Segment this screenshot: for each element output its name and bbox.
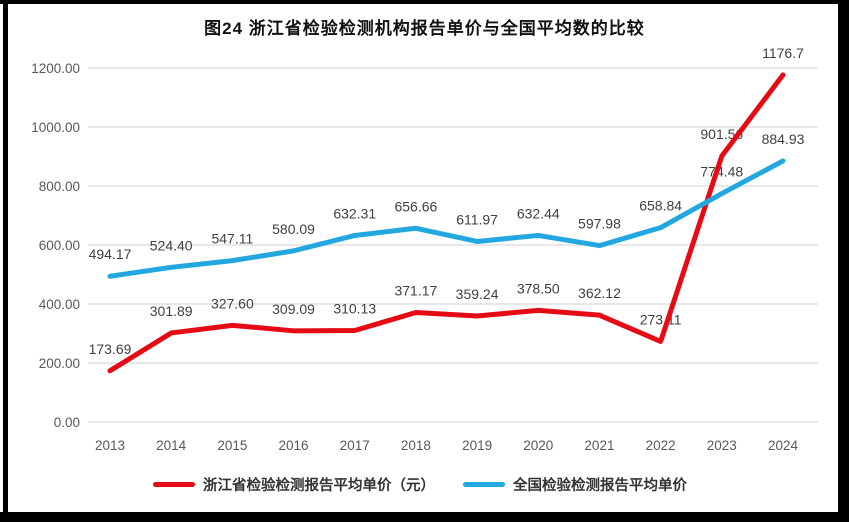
x-axis-tick-label: 2023 <box>707 438 737 453</box>
y-axis-tick-label: 1200.00 <box>31 61 80 76</box>
y-axis-tick-label: 1000.00 <box>31 120 80 135</box>
legend-line-swatch-red <box>153 482 195 487</box>
data-label-series-1: 632.44 <box>517 205 560 221</box>
chart-legend: 浙江省检验检测报告平均单价（元） 全国检验检测报告平均单价 <box>0 474 840 495</box>
x-axis-tick-label: 2024 <box>768 438 799 453</box>
data-label-series-1: 632.31 <box>333 205 376 221</box>
data-label-series-1: 494.17 <box>89 246 132 262</box>
data-label-series-1: 656.66 <box>394 198 437 214</box>
y-axis-tick-label: 600.00 <box>39 238 80 253</box>
page-border-left <box>3 0 8 522</box>
data-label-series-0: 378.50 <box>517 280 560 296</box>
page-border-right <box>838 0 849 522</box>
data-label-series-0: 173.69 <box>89 341 132 357</box>
data-label-series-1: 774.48 <box>700 164 743 180</box>
chart-title: 图24 浙江省检验检测机构报告单价与全国平均数的比较 <box>204 19 645 38</box>
y-axis-tick-label: 800.00 <box>39 179 80 194</box>
data-label-series-1: 580.09 <box>272 221 315 237</box>
page-border-bottom <box>0 512 849 522</box>
x-axis-tick-label: 2022 <box>646 438 676 453</box>
data-label-series-0: 1176.7 <box>762 45 804 61</box>
series-line-1 <box>107 158 786 279</box>
legend-label-national: 全国检验检测报告平均单价 <box>513 478 687 494</box>
data-label-series-0: 310.13 <box>333 301 376 317</box>
data-label-series-0: 362.12 <box>578 285 621 301</box>
legend-item-national: 全国检验检测报告平均单价 <box>463 474 687 495</box>
x-axis-tick-label: 2018 <box>401 438 431 453</box>
data-label-series-1: 547.11 <box>211 231 253 247</box>
data-label-series-1: 611.97 <box>456 211 498 227</box>
x-axis-tick-label: 2016 <box>279 438 309 453</box>
x-axis-tick-label: 2020 <box>523 438 553 453</box>
page-border-top <box>0 0 849 4</box>
y-axis-tick-label: 200.00 <box>39 356 80 371</box>
data-label-series-0: 309.09 <box>272 301 315 317</box>
data-label-series-0: 371.17 <box>394 283 437 299</box>
legend-label-zhejiang: 浙江省检验检测报告平均单价（元） <box>203 478 435 494</box>
data-label-series-1: 524.40 <box>150 237 193 253</box>
data-label-series-0: 273.11 <box>640 311 682 327</box>
x-axis-tick-label: 2021 <box>584 438 614 453</box>
data-label-series-1: 597.98 <box>578 216 621 232</box>
x-axis-tick-label: 2014 <box>156 438 187 453</box>
legend-line-swatch-blue <box>463 482 505 487</box>
x-axis-tick-label: 2017 <box>340 438 370 453</box>
data-label-series-1: 658.84 <box>639 198 682 214</box>
series-line-0 <box>107 72 786 374</box>
y-axis-tick-label: 400.00 <box>39 297 80 312</box>
data-label-series-0: 327.60 <box>211 295 254 311</box>
y-axis-tick-label: 0.00 <box>54 415 80 430</box>
legend-item-zhejiang: 浙江省检验检测报告平均单价（元） <box>153 474 435 495</box>
x-axis-tick-label: 2013 <box>95 438 125 453</box>
data-label-series-1: 884.93 <box>762 131 805 147</box>
x-axis-tick-label: 2015 <box>217 438 247 453</box>
data-label-series-0: 359.24 <box>456 286 499 302</box>
data-label-series-0: 301.89 <box>150 303 193 319</box>
x-axis-tick-label: 2019 <box>462 438 492 453</box>
